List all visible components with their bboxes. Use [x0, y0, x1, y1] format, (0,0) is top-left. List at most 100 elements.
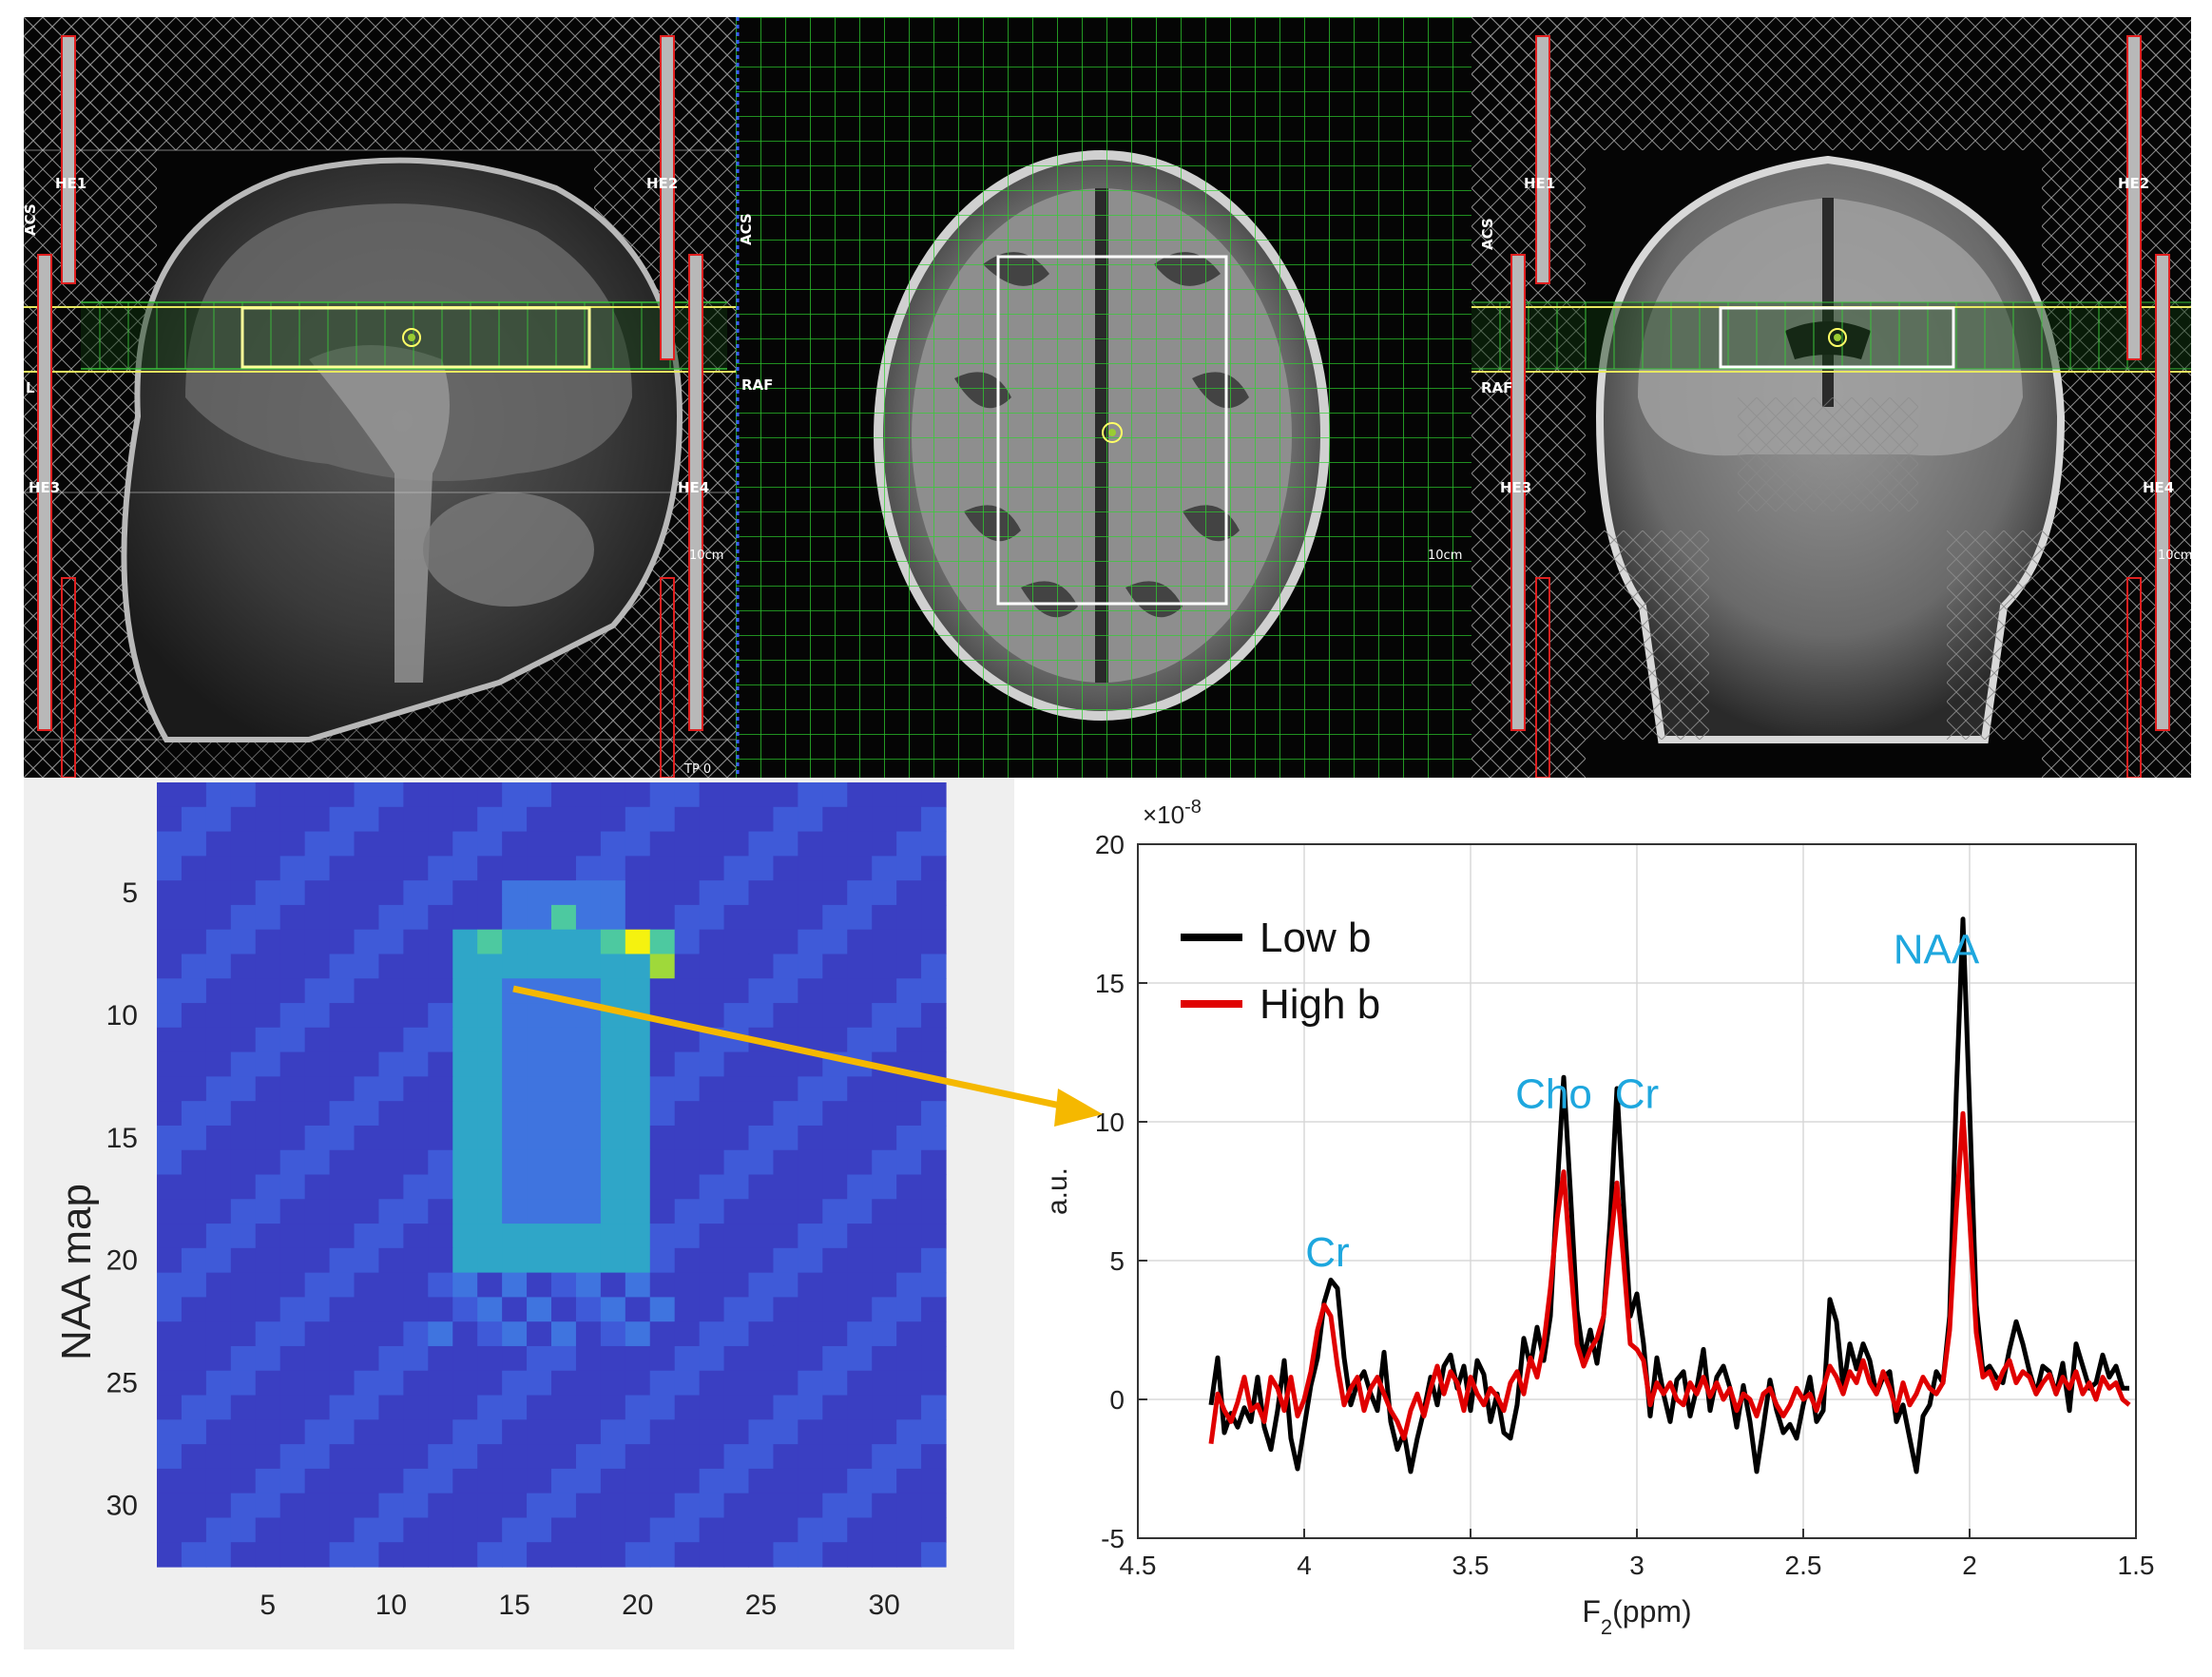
naa-map-cell: [723, 1224, 750, 1249]
naa-map-cell: [872, 1297, 897, 1322]
naa-map-cell: [921, 929, 947, 955]
plot-y-tick-label: 15: [1095, 969, 1125, 998]
naa-map-cell: [798, 954, 823, 979]
plot-xlabel: F2(ppm): [1582, 1594, 1691, 1639]
naa-map-cell: [403, 929, 429, 955]
naa-map-cell: [872, 1272, 897, 1299]
naa-map-cell: [600, 1419, 626, 1445]
naa-map-cell: [428, 856, 453, 881]
naa-map-cell: [798, 1542, 823, 1568]
naa-map-y-ticks: 5 10 15 20 25 30: [106, 877, 138, 1522]
naa-map-cell: [230, 1395, 257, 1420]
naa-map-cell: [354, 1468, 380, 1494]
naa-map-cell: [304, 978, 331, 1004]
naa-map-cell: [896, 1224, 922, 1249]
naa-map-cell: [452, 1493, 478, 1519]
naa-map-cell: [551, 1468, 577, 1494]
naa-map-cell: [477, 1199, 503, 1224]
naa-map-cell: [452, 1174, 478, 1200]
naa-map-cell: [798, 1272, 823, 1299]
naa-map-cell: [674, 1149, 701, 1176]
naa-map-cell: [428, 1076, 453, 1102]
naa-map-cell: [157, 1149, 183, 1176]
naa-map-cell: [403, 1395, 429, 1420]
naa-map-cell: [872, 856, 897, 881]
naa-map-cell: [452, 1247, 478, 1274]
naa-map-cell: [255, 904, 281, 931]
naa-map-cell: [428, 1444, 453, 1470]
naa-map-cell: [329, 1468, 356, 1494]
naa-map-cell: [378, 1003, 404, 1029]
naa-map-cell: [502, 806, 528, 833]
naa-map-cell: [600, 880, 626, 906]
naa-map-cell: [872, 1101, 897, 1127]
naa-map-cell: [649, 1542, 676, 1568]
naa-map-cell: [378, 1051, 404, 1077]
naa-map-x-ticks: 5 10 15 20 25 30: [260, 1590, 899, 1621]
naa-map-cell: [428, 1345, 453, 1372]
naa-map-cell: [847, 1272, 873, 1299]
naa-map-cell: [354, 1321, 380, 1347]
coil-label-he2: HE2: [2118, 175, 2149, 192]
naa-map-cell: [329, 1395, 356, 1420]
naa-map-cell: [748, 831, 775, 857]
naa-map-cell: [674, 1224, 701, 1249]
naa-map-cell: [847, 1542, 873, 1568]
naa-map-cell: [329, 831, 356, 857]
naa-map-cell: [625, 1345, 651, 1372]
naa-map-cell: [699, 856, 725, 881]
naa-map-cell: [477, 1174, 503, 1200]
naa-map-cell: [822, 1247, 848, 1274]
naa-map-cell: [699, 1345, 725, 1372]
naa-map-cell: [551, 1051, 577, 1077]
naa-map-cell: [748, 954, 775, 979]
naa-map-cell: [773, 1051, 798, 1077]
naa-map-cell: [378, 978, 404, 1004]
naa-map-cell: [674, 1419, 701, 1445]
naa-map-cell: [304, 1149, 331, 1176]
naa-map-cell: [798, 1345, 823, 1372]
naa-map-cell: [527, 831, 552, 857]
naa-map-cell: [205, 1444, 232, 1470]
naa-map-cell: [428, 1395, 453, 1420]
naa-map-cell: [551, 831, 577, 857]
naa-map-cell: [822, 1493, 848, 1519]
naa-map-cell: [748, 1224, 775, 1249]
naa-map-cell: [798, 782, 823, 808]
naa-map-cell: [304, 1224, 331, 1249]
naa-map-cell: [625, 1125, 651, 1151]
plot-x-tick-label: 4.5: [1120, 1551, 1157, 1580]
naa-map-cell: [329, 1199, 356, 1224]
naa-map-cell: [157, 954, 183, 979]
naa-map-cell: [723, 1370, 750, 1397]
naa-map-cell: [428, 1149, 453, 1176]
naa-map-cell: [181, 1468, 207, 1494]
naa-map-cell: [625, 1297, 651, 1322]
naa-map-cell: [649, 1174, 676, 1200]
naa-map-cell: [279, 1076, 306, 1102]
naa-map-cell: [304, 831, 331, 857]
naa-map-cell: [304, 1027, 331, 1053]
naa-map-cell: [354, 1370, 380, 1397]
naa-map-cell: [428, 1027, 453, 1053]
naa-map-cell: [748, 1003, 775, 1029]
naa-map-cell: [181, 1493, 207, 1519]
naa-map-cell: [502, 1125, 528, 1151]
naa-map-cell: [502, 1297, 528, 1322]
naa-map-cell: [798, 1468, 823, 1494]
naa-map-cell: [329, 1125, 356, 1151]
naa-map-cell: [354, 1051, 380, 1077]
naa-map-cell: [354, 1174, 380, 1200]
naa-map-cell: [600, 806, 626, 833]
naa-map-cell: [575, 856, 602, 881]
naa-map-cell: [477, 1297, 503, 1322]
naa-map-cell: [551, 1345, 577, 1372]
naa-map-cell: [403, 880, 429, 906]
naa-map-cell: [723, 1149, 750, 1176]
naa-map-cell: [625, 1468, 651, 1494]
naa-map-cell: [477, 1493, 503, 1519]
naa-map-cell: [527, 1444, 552, 1470]
naa-map-cell: [649, 1003, 676, 1029]
naa-map-x-tick: 10: [375, 1590, 407, 1621]
naa-map-cell: [921, 1297, 947, 1322]
